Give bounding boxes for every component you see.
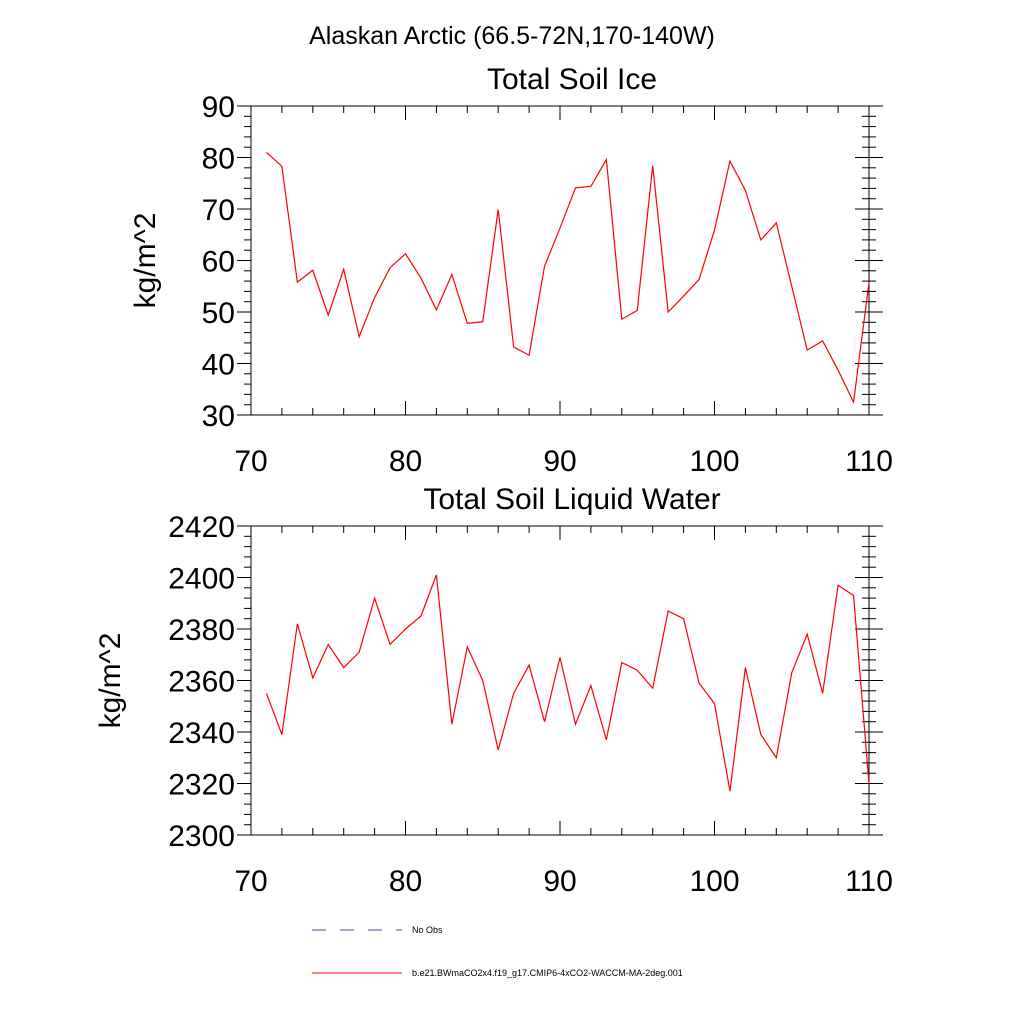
- y-tick-label: 30: [202, 400, 235, 433]
- plot-frame: [250, 105, 870, 416]
- y-tick-label: 2360: [168, 666, 235, 699]
- x-tick-label: 70: [234, 445, 267, 478]
- y-tick-label: 50: [202, 297, 235, 330]
- legend-model-label: b.e21.BWmaCO2x4.f19_g17.CMIP6-4xCO2-WACC…: [412, 968, 683, 978]
- x-tick-label: 90: [543, 445, 576, 478]
- y-tick-label: 2300: [168, 820, 235, 853]
- figure-title: Alaskan Arctic (66.5-72N,170-140W): [309, 22, 715, 50]
- x-tick-label: 80: [389, 865, 422, 898]
- x-tick-label: 110: [845, 445, 893, 478]
- x-tick-label: 100: [689, 865, 739, 898]
- x-tick-label: 90: [543, 865, 576, 898]
- y-tick-label: 80: [202, 143, 235, 176]
- x-tick-label: 100: [689, 445, 739, 478]
- x-tick-label: 80: [389, 445, 422, 478]
- panel-total-soil-liquid-water: Total Soil Liquid Water kg/m^2 70 80 90 100 11…: [94, 483, 893, 898]
- y-tick-label: 2380: [168, 614, 235, 647]
- legend: No Obs b.e21.BWmaCO2x4.f19_g17.CMIP6-4xC…: [312, 925, 683, 978]
- y-axis-label: kg/m^2: [129, 213, 162, 309]
- y-tick-label: 2420: [168, 511, 235, 544]
- y-tick-label: 2320: [168, 769, 235, 802]
- y-tick-label: 70: [202, 194, 235, 227]
- legend-no-obs-label: No Obs: [412, 925, 443, 935]
- y-axis-label: kg/m^2: [94, 633, 127, 729]
- plot-frame: [250, 525, 870, 836]
- y-tick-label: 90: [202, 91, 235, 124]
- y-tick-label: 60: [202, 246, 235, 279]
- y-tick-label: 2400: [168, 563, 235, 596]
- y-tick-label: 2340: [168, 717, 235, 750]
- series-line: [266, 151, 870, 405]
- x-tick-label: 110: [845, 865, 893, 898]
- series-line: [265, 574, 870, 792]
- panel-title: Total Soil Liquid Water: [423, 483, 720, 516]
- panel-total-soil-ice: Total Soil Ice kg/m^2 70 80 90 100 110 30 40 50 60…: [129, 63, 893, 478]
- x-tick-label: 70: [234, 865, 267, 898]
- panel-title: Total Soil Ice: [487, 63, 657, 96]
- y-tick-label: 40: [202, 349, 235, 382]
